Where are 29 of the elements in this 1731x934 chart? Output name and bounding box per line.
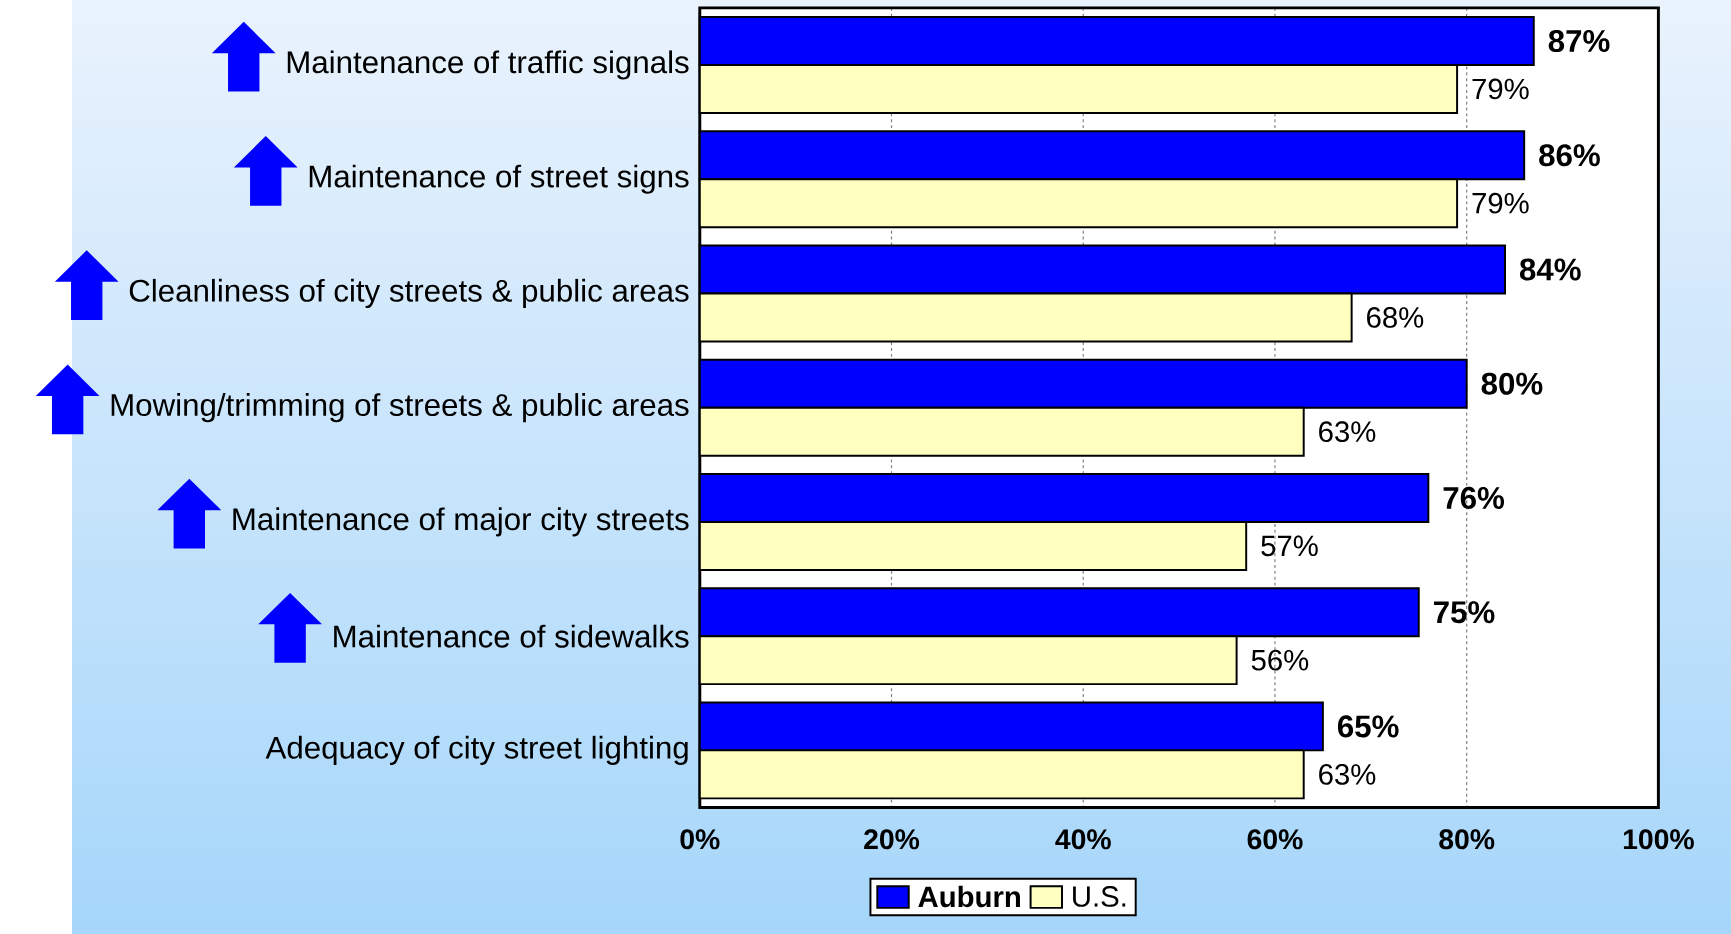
x-tick-label: 100% [1623,829,1694,850]
legend-label: Auburn [918,885,1020,908]
y-tick-label: Cleanliness of city streets & public areas [129,278,689,308]
data-label: 63% [1319,763,1376,785]
data-label: 75% [1434,601,1495,624]
x-tick-label: 80% [1439,829,1495,850]
y-tick-label: Mowing/trimming of streets & public areas [111,393,689,423]
y-tick-label: Maintenance of traffic signals [287,50,689,80]
data-label: 87% [1548,29,1610,53]
data-label: 86% [1539,144,1600,167]
x-tick-label: 20% [864,829,920,850]
data-label: 56% [1251,649,1309,671]
data-label: 79% [1472,192,1529,214]
x-tick-label: 0% [680,829,720,850]
data-label: 63% [1319,421,1376,443]
y-tick-label: Adequacy of city street lighting [265,735,688,765]
y-tick-label: Maintenance of sidewalks [334,624,689,648]
data-label: 68% [1367,307,1424,328]
legend-label: U.S. [1073,886,1126,907]
data-label: 79% [1472,78,1529,100]
x-tick-label: 40% [1055,829,1111,850]
data-label: 57% [1261,535,1318,557]
data-label: 76% [1443,486,1505,509]
data-label: 80% [1481,372,1543,395]
x-tick-label: 60% [1247,829,1303,850]
y-tick-label: Maintenance of street signs [309,164,689,194]
y-tick-label: Maintenance of major city streets [233,507,689,537]
data-label: 84% [1519,258,1581,281]
data-label: 65% [1337,715,1399,738]
